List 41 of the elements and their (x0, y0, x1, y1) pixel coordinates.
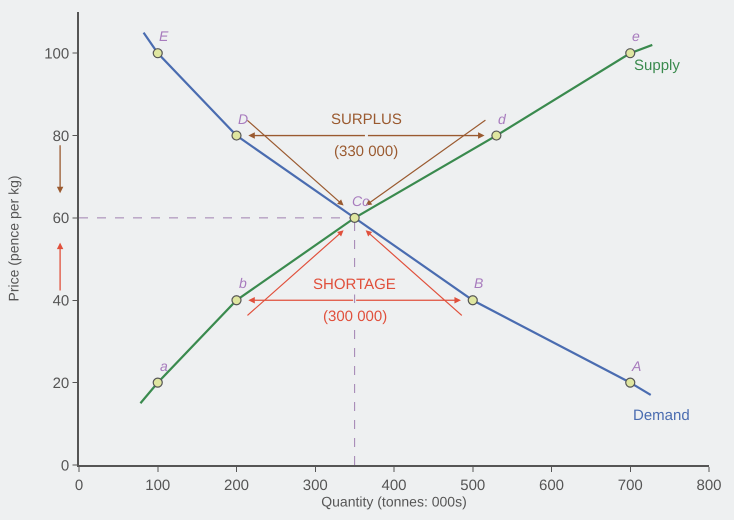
point (625, 48, 636, 58)
y-tick-label: 20 (52, 374, 70, 392)
x-tick-label: 500 (460, 476, 486, 494)
point (491, 130, 502, 141)
x-tick-label: 600 (538, 476, 564, 494)
annotation: a (160, 358, 168, 374)
annotation: SHORTAGE (313, 276, 396, 293)
x-axis-title: Quantity (tonnes: 000s) (321, 494, 467, 510)
annotation: D (238, 111, 248, 127)
point (350, 212, 360, 224)
annotation: (300 000) (323, 308, 388, 325)
y-tick-label: 80 (52, 128, 70, 145)
y-tick-label: 100 (44, 45, 70, 62)
point (231, 295, 242, 306)
point (468, 295, 478, 306)
x-tick-label: 100 (145, 476, 170, 494)
annotation: e (632, 28, 640, 44)
annotation: d (498, 111, 507, 127)
x-tick-label: 800 (696, 476, 722, 494)
point (625, 378, 636, 388)
x-tick-label: 400 (381, 476, 407, 494)
y-axis-title: Price (pence per kg) (5, 175, 22, 302)
x-tick-label: 300 (302, 476, 328, 494)
annotation: E (159, 28, 169, 44)
x-tick-label: 700 (618, 476, 643, 494)
annotation: A (631, 358, 642, 374)
point (152, 48, 163, 58)
series-label: Demand (633, 407, 690, 424)
y-tick-label: 0 (60, 457, 70, 474)
annotation: B (474, 275, 484, 291)
y-tick-label: 40 (52, 292, 70, 310)
annotation: (330 000) (334, 143, 398, 160)
y-tick-label: 60 (52, 210, 70, 228)
x-tick-label: 0 (74, 476, 84, 494)
annotation: Cc (352, 193, 370, 209)
annotation: SURPLUS (331, 111, 402, 128)
x-tick-label: 200 (224, 476, 250, 494)
annotation: b (239, 275, 247, 291)
point (231, 130, 242, 141)
point (152, 378, 163, 388)
series-label: Supply (634, 57, 680, 74)
